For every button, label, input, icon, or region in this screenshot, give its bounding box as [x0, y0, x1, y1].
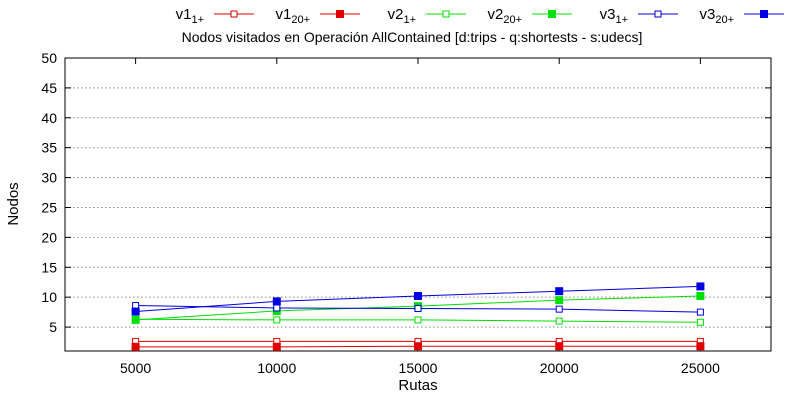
data-point [696, 342, 705, 351]
legend: v11+ v120+ v21+ v220+ v31+ v320+ [176, 6, 784, 26]
legend-label: v320+ [699, 6, 734, 26]
data-point [696, 282, 705, 291]
series-group [131, 282, 705, 351]
legend-entry: v31+ [600, 6, 678, 26]
legend-marker [760, 10, 768, 18]
x-tick-label: 25000 [681, 360, 720, 376]
series-v2-1+ [132, 315, 704, 326]
y-tick-label: 50 [41, 50, 57, 66]
series-v1-1+ [132, 337, 704, 345]
legend-entry: v320+ [699, 6, 784, 26]
legend-marker [336, 10, 344, 18]
y-tick-label: 20 [41, 229, 57, 245]
data-point [555, 342, 564, 351]
x-tick-label: 5000 [120, 360, 151, 376]
y-tick-label: 40 [41, 110, 57, 126]
series-v3-20+ [131, 282, 705, 316]
y-tick-label: 25 [41, 199, 57, 215]
series-v1-20+ [131, 342, 705, 351]
y-axis-label: Nodos [5, 182, 22, 225]
legend-marker [230, 10, 238, 18]
data-point [131, 342, 140, 351]
x-tick-label: 15000 [399, 360, 438, 376]
chart-title: Nodos visitados en Operación AllContaine… [182, 29, 643, 45]
data-point [273, 316, 281, 324]
legend-marker [442, 10, 450, 18]
x-axis-ticks: 5000 10000 15000 20000 25000 [120, 58, 720, 376]
legend-marker [548, 10, 556, 18]
legend-label: v11+ [176, 6, 204, 26]
data-point [696, 291, 705, 300]
data-point [131, 315, 140, 324]
data-point [272, 342, 281, 351]
legend-entry: v11+ [176, 6, 254, 26]
y-axis-ticks: 5 10 15 20 25 30 35 40 45 50 [41, 50, 771, 335]
legend-label: v31+ [600, 6, 628, 26]
y-tick-label: 5 [49, 319, 57, 335]
data-point [414, 316, 422, 324]
data-point [696, 308, 704, 316]
data-point [414, 342, 422, 351]
y-tick-label: 15 [41, 259, 57, 275]
y-tick-label: 30 [41, 170, 57, 186]
x-axis-label: Rutas [398, 377, 437, 394]
y-tick-label: 10 [41, 289, 57, 305]
grid [65, 87, 771, 328]
data-point [555, 287, 564, 296]
legend-entry: v120+ [275, 6, 360, 26]
y-tick-label: 35 [41, 140, 57, 156]
data-point [272, 297, 281, 306]
data-point [555, 305, 563, 313]
y-tick-label: 45 [41, 80, 57, 96]
x-tick-label: 20000 [540, 360, 579, 376]
legend-entry: v21+ [388, 6, 466, 26]
legend-label: v120+ [275, 6, 310, 26]
data-point [414, 305, 422, 313]
data-point [414, 291, 422, 300]
legend-entry: v220+ [487, 6, 572, 26]
plot-frame [64, 57, 772, 352]
legend-label: v220+ [487, 6, 522, 26]
data-point [131, 307, 140, 316]
x-tick-label: 10000 [257, 360, 296, 376]
data-point [696, 318, 704, 326]
data-point [555, 317, 563, 325]
data-point [273, 304, 281, 312]
data-point [555, 296, 564, 305]
legend-marker [654, 10, 662, 18]
legend-label: v21+ [388, 6, 416, 26]
